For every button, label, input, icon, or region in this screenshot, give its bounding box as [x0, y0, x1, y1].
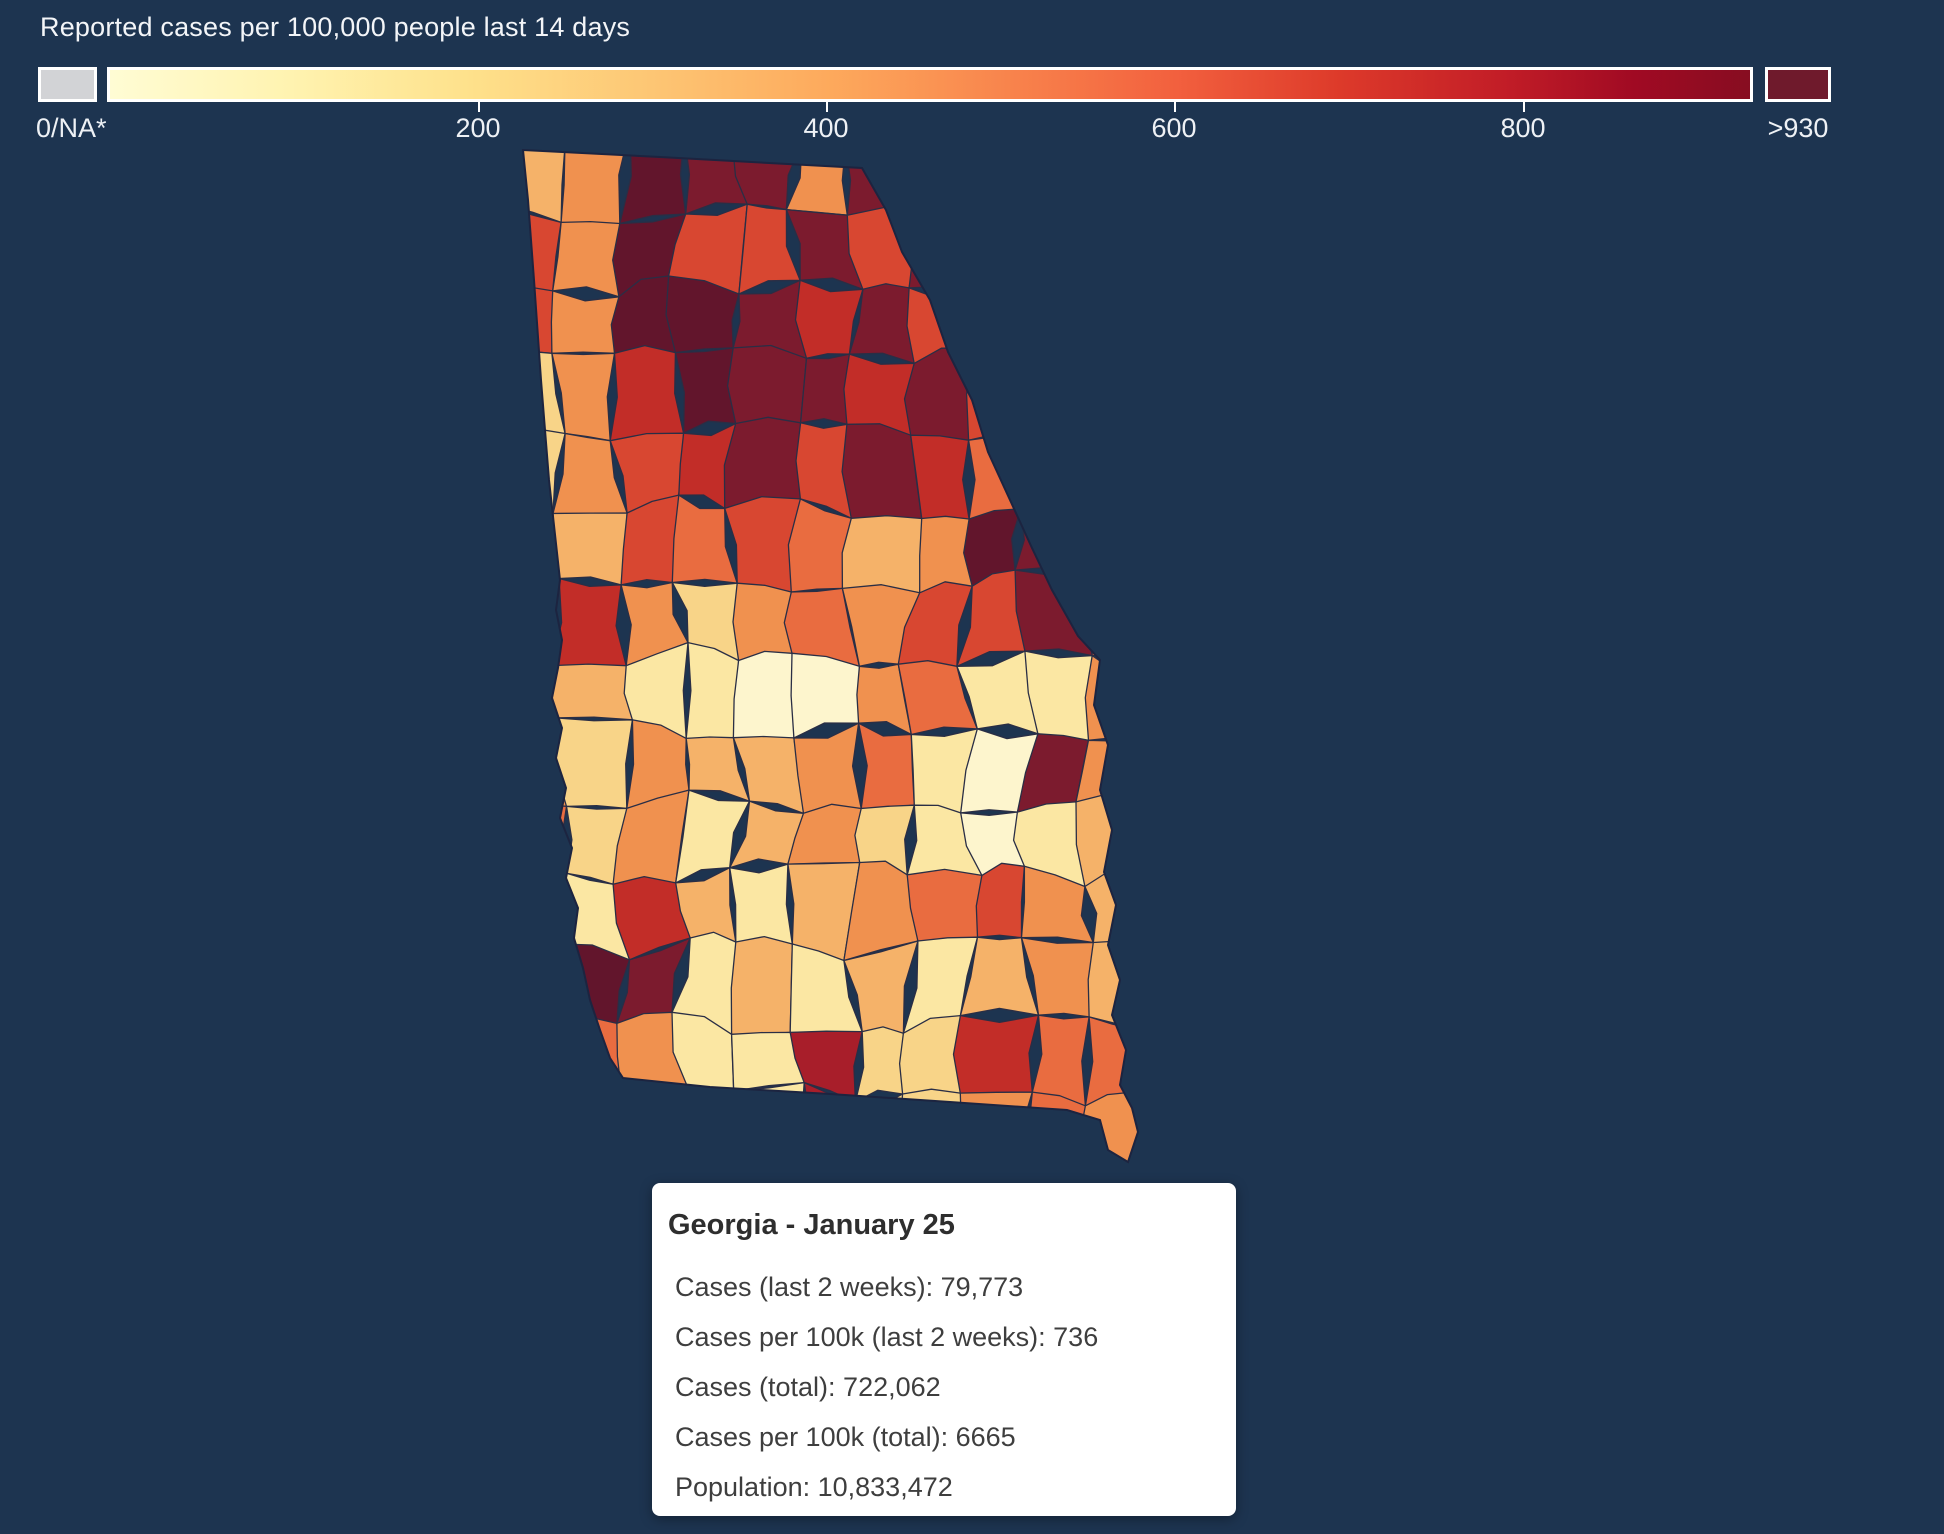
county-shape[interactable]: [493, 866, 568, 961]
county-shape[interactable]: [501, 1019, 557, 1108]
county-shape[interactable]: [1020, 427, 1090, 510]
county-shape[interactable]: [609, 344, 685, 442]
legend-tick-mark: [826, 102, 828, 112]
county-shape[interactable]: [496, 146, 566, 224]
county-shape[interactable]: [967, 427, 1035, 520]
legend-max-label: >930: [1767, 113, 1829, 143]
legend-tick-label: 600: [1151, 113, 1197, 143]
county-shape[interactable]: [730, 935, 793, 1035]
county-shape[interactable]: [726, 344, 808, 430]
county-shape[interactable]: [501, 1090, 557, 1178]
county-shape[interactable]: [732, 650, 796, 740]
county-shape[interactable]: [553, 717, 634, 810]
county-shape[interactable]: [790, 652, 862, 739]
tooltip-row-population: Population: 10,833,472: [675, 1472, 953, 1502]
legend-na-label: 0/NA*: [36, 113, 107, 143]
county-shape[interactable]: [1031, 1014, 1090, 1107]
county-shape[interactable]: [1084, 654, 1137, 741]
tooltip-card: Georgia - January 25 Cases (last 2 weeks…: [652, 1183, 1236, 1516]
county-shape[interactable]: [854, 1026, 908, 1103]
county-shape[interactable]: [793, 722, 862, 819]
legend-tick-label: 400: [803, 113, 849, 143]
county-shape[interactable]: [906, 868, 984, 942]
county-shape[interactable]: [551, 1015, 622, 1099]
county-shape[interactable]: [499, 574, 560, 667]
legend-tick-mark: [478, 102, 480, 112]
county-shape[interactable]: [785, 144, 848, 216]
county-shape[interactable]: [550, 577, 627, 668]
county-shape[interactable]: [494, 426, 566, 515]
county-shape[interactable]: [857, 722, 915, 810]
county-shape[interactable]: [505, 943, 553, 1036]
county-shape[interactable]: [962, 284, 1038, 359]
county-shape[interactable]: [674, 1088, 738, 1172]
tooltip-row-cases-2wk: Cases (last 2 weeks): 79,773: [675, 1272, 1024, 1302]
tooltip-row-per100k-total: Cases per 100k (total): 6665: [675, 1422, 1016, 1452]
legend-tick-mark: [1174, 102, 1176, 112]
legend-tick-mark: [1523, 102, 1525, 112]
county-shape[interactable]: [724, 1081, 808, 1169]
county-shape[interactable]: [1014, 569, 1093, 657]
county-shape[interactable]: [844, 1093, 906, 1178]
state-outline: [521, 148, 1140, 1164]
legend-title: Reported cases per 100,000 people last 1…: [40, 12, 631, 42]
legend-max-swatch: [1765, 67, 1831, 102]
county-shape[interactable]: [554, 1088, 622, 1178]
county-shape[interactable]: [952, 1014, 1040, 1094]
tooltip-row-per100k-2wk: Cases per 100k (last 2 weeks): 736: [675, 1322, 1099, 1352]
legend-tick-label: 800: [1500, 113, 1546, 143]
county-shape[interactable]: [506, 661, 560, 731]
county-shape[interactable]: [546, 663, 636, 721]
county-shape[interactable]: [685, 641, 740, 740]
county-shape[interactable]: [841, 423, 923, 522]
county-shape[interactable]: [615, 1088, 689, 1172]
legend-tick-label: 200: [455, 113, 501, 143]
tooltip-row-cases-total: Cases (total): 722,062: [675, 1372, 941, 1402]
county-shape[interactable]: [495, 285, 554, 354]
county-shape[interactable]: [1084, 1016, 1140, 1107]
legend: Reported cases per 100,000 people last 1…: [0, 0, 1944, 150]
county-shape[interactable]: [1082, 494, 1153, 578]
county-shape[interactable]: [965, 342, 1035, 441]
tooltip-title: Georgia - January 25: [668, 1209, 955, 1241]
county-shape[interactable]: [493, 800, 568, 875]
county-shape[interactable]: [975, 862, 1026, 939]
legend-na-swatch: [38, 67, 97, 102]
county-shape[interactable]: [494, 509, 560, 580]
county-shape[interactable]: [551, 943, 631, 1029]
county-shape[interactable]: [552, 512, 628, 586]
legend-gradient-bar: [107, 67, 1753, 102]
